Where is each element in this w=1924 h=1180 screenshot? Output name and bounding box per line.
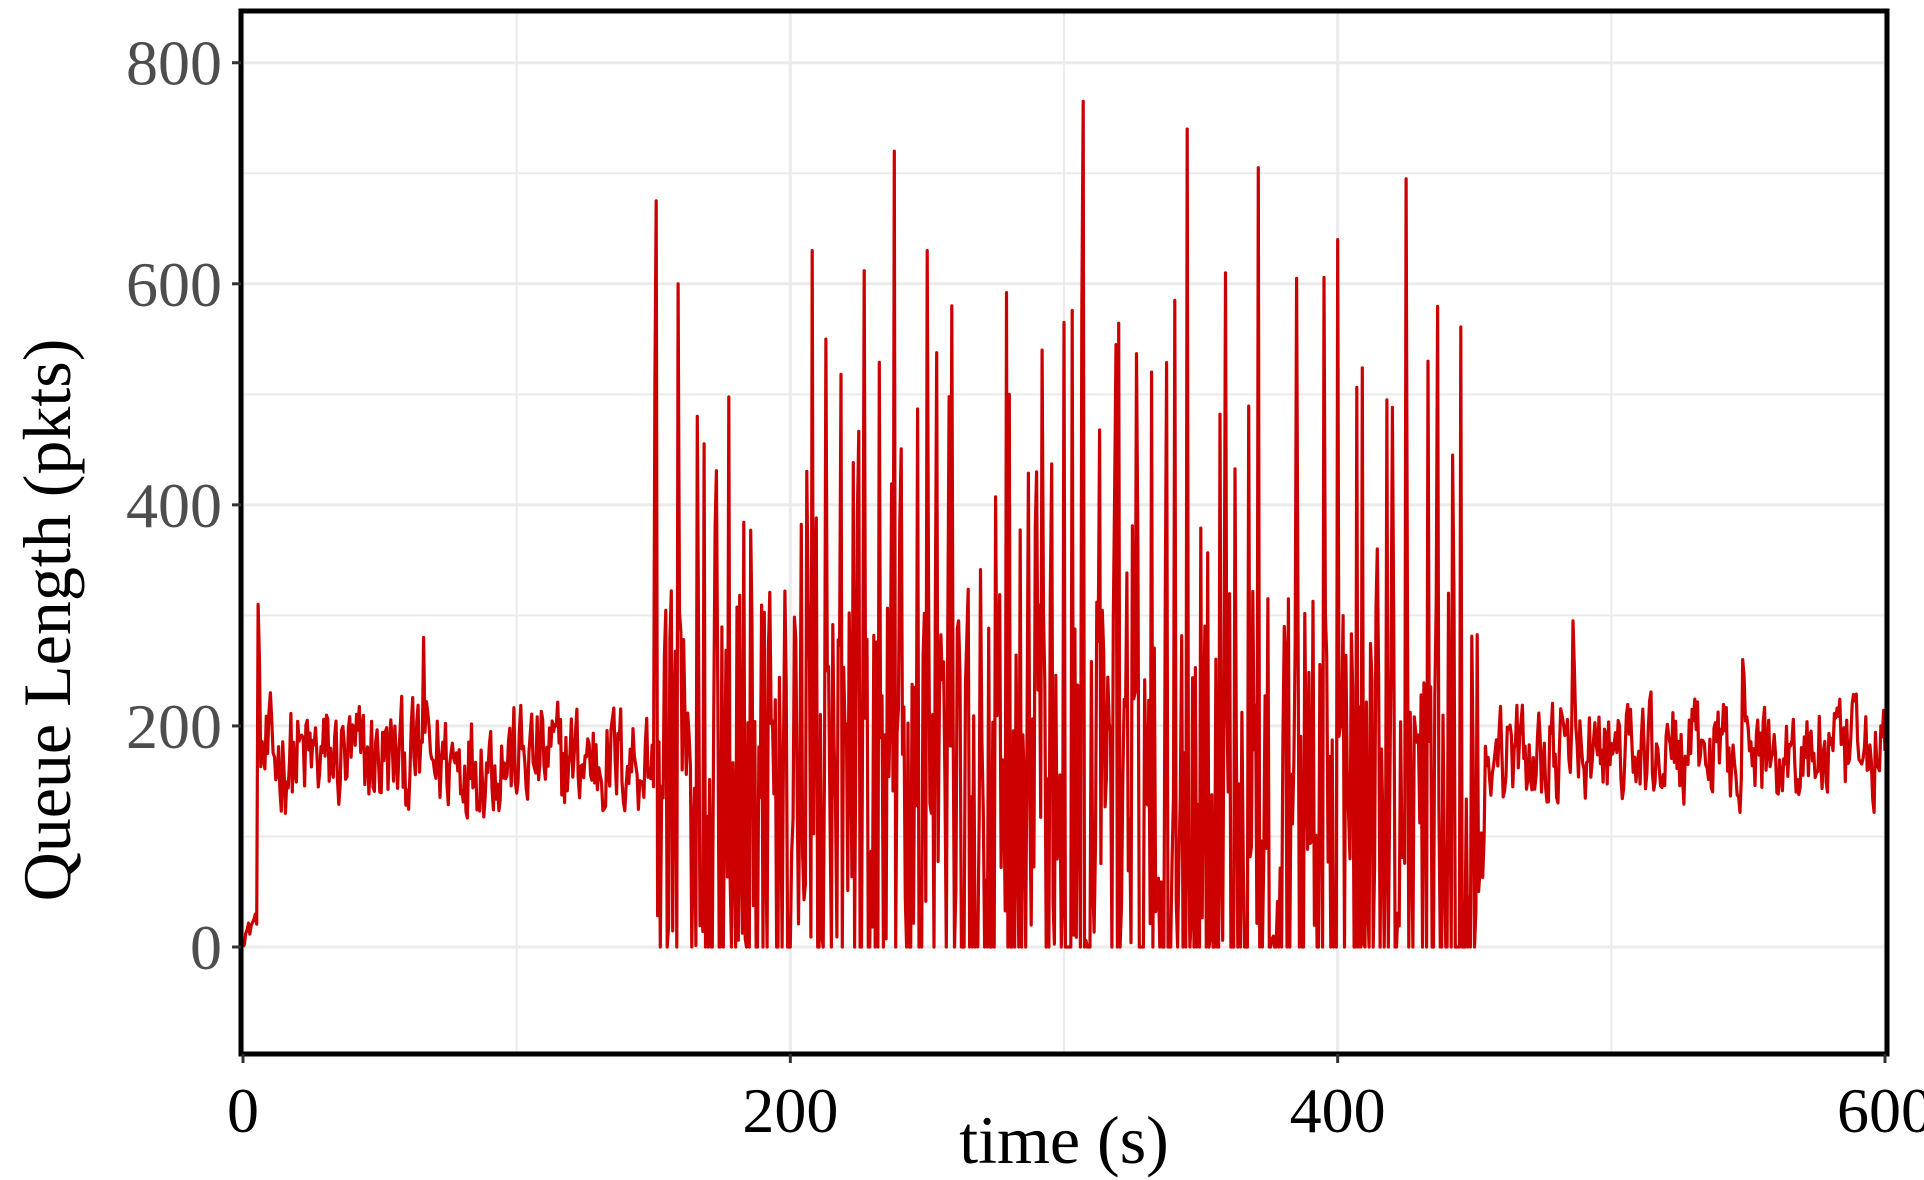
plot-frame: [238, 8, 1890, 1057]
series-line-queue-length: [243, 99, 1885, 949]
x-axis: 0 200 400 600: [227, 1054, 1924, 1146]
x-axis-title: time (s): [959, 1102, 1169, 1178]
y-tick-label: 0: [190, 912, 222, 983]
x-tick-label: 200: [742, 1075, 838, 1146]
y-axis-title: Queue Length (pkts): [9, 339, 85, 902]
x-tick-label: 400: [1290, 1075, 1386, 1146]
y-tick-label: 400: [126, 470, 222, 541]
x-tick-label: 0: [227, 1075, 259, 1146]
y-tick-label: 600: [126, 249, 222, 320]
y-tick-label: 200: [126, 691, 222, 762]
y-tick-label: 800: [126, 28, 222, 99]
y-axis: 0 200 400 600 800: [126, 28, 241, 983]
x-tick-label: 600: [1837, 1075, 1924, 1146]
